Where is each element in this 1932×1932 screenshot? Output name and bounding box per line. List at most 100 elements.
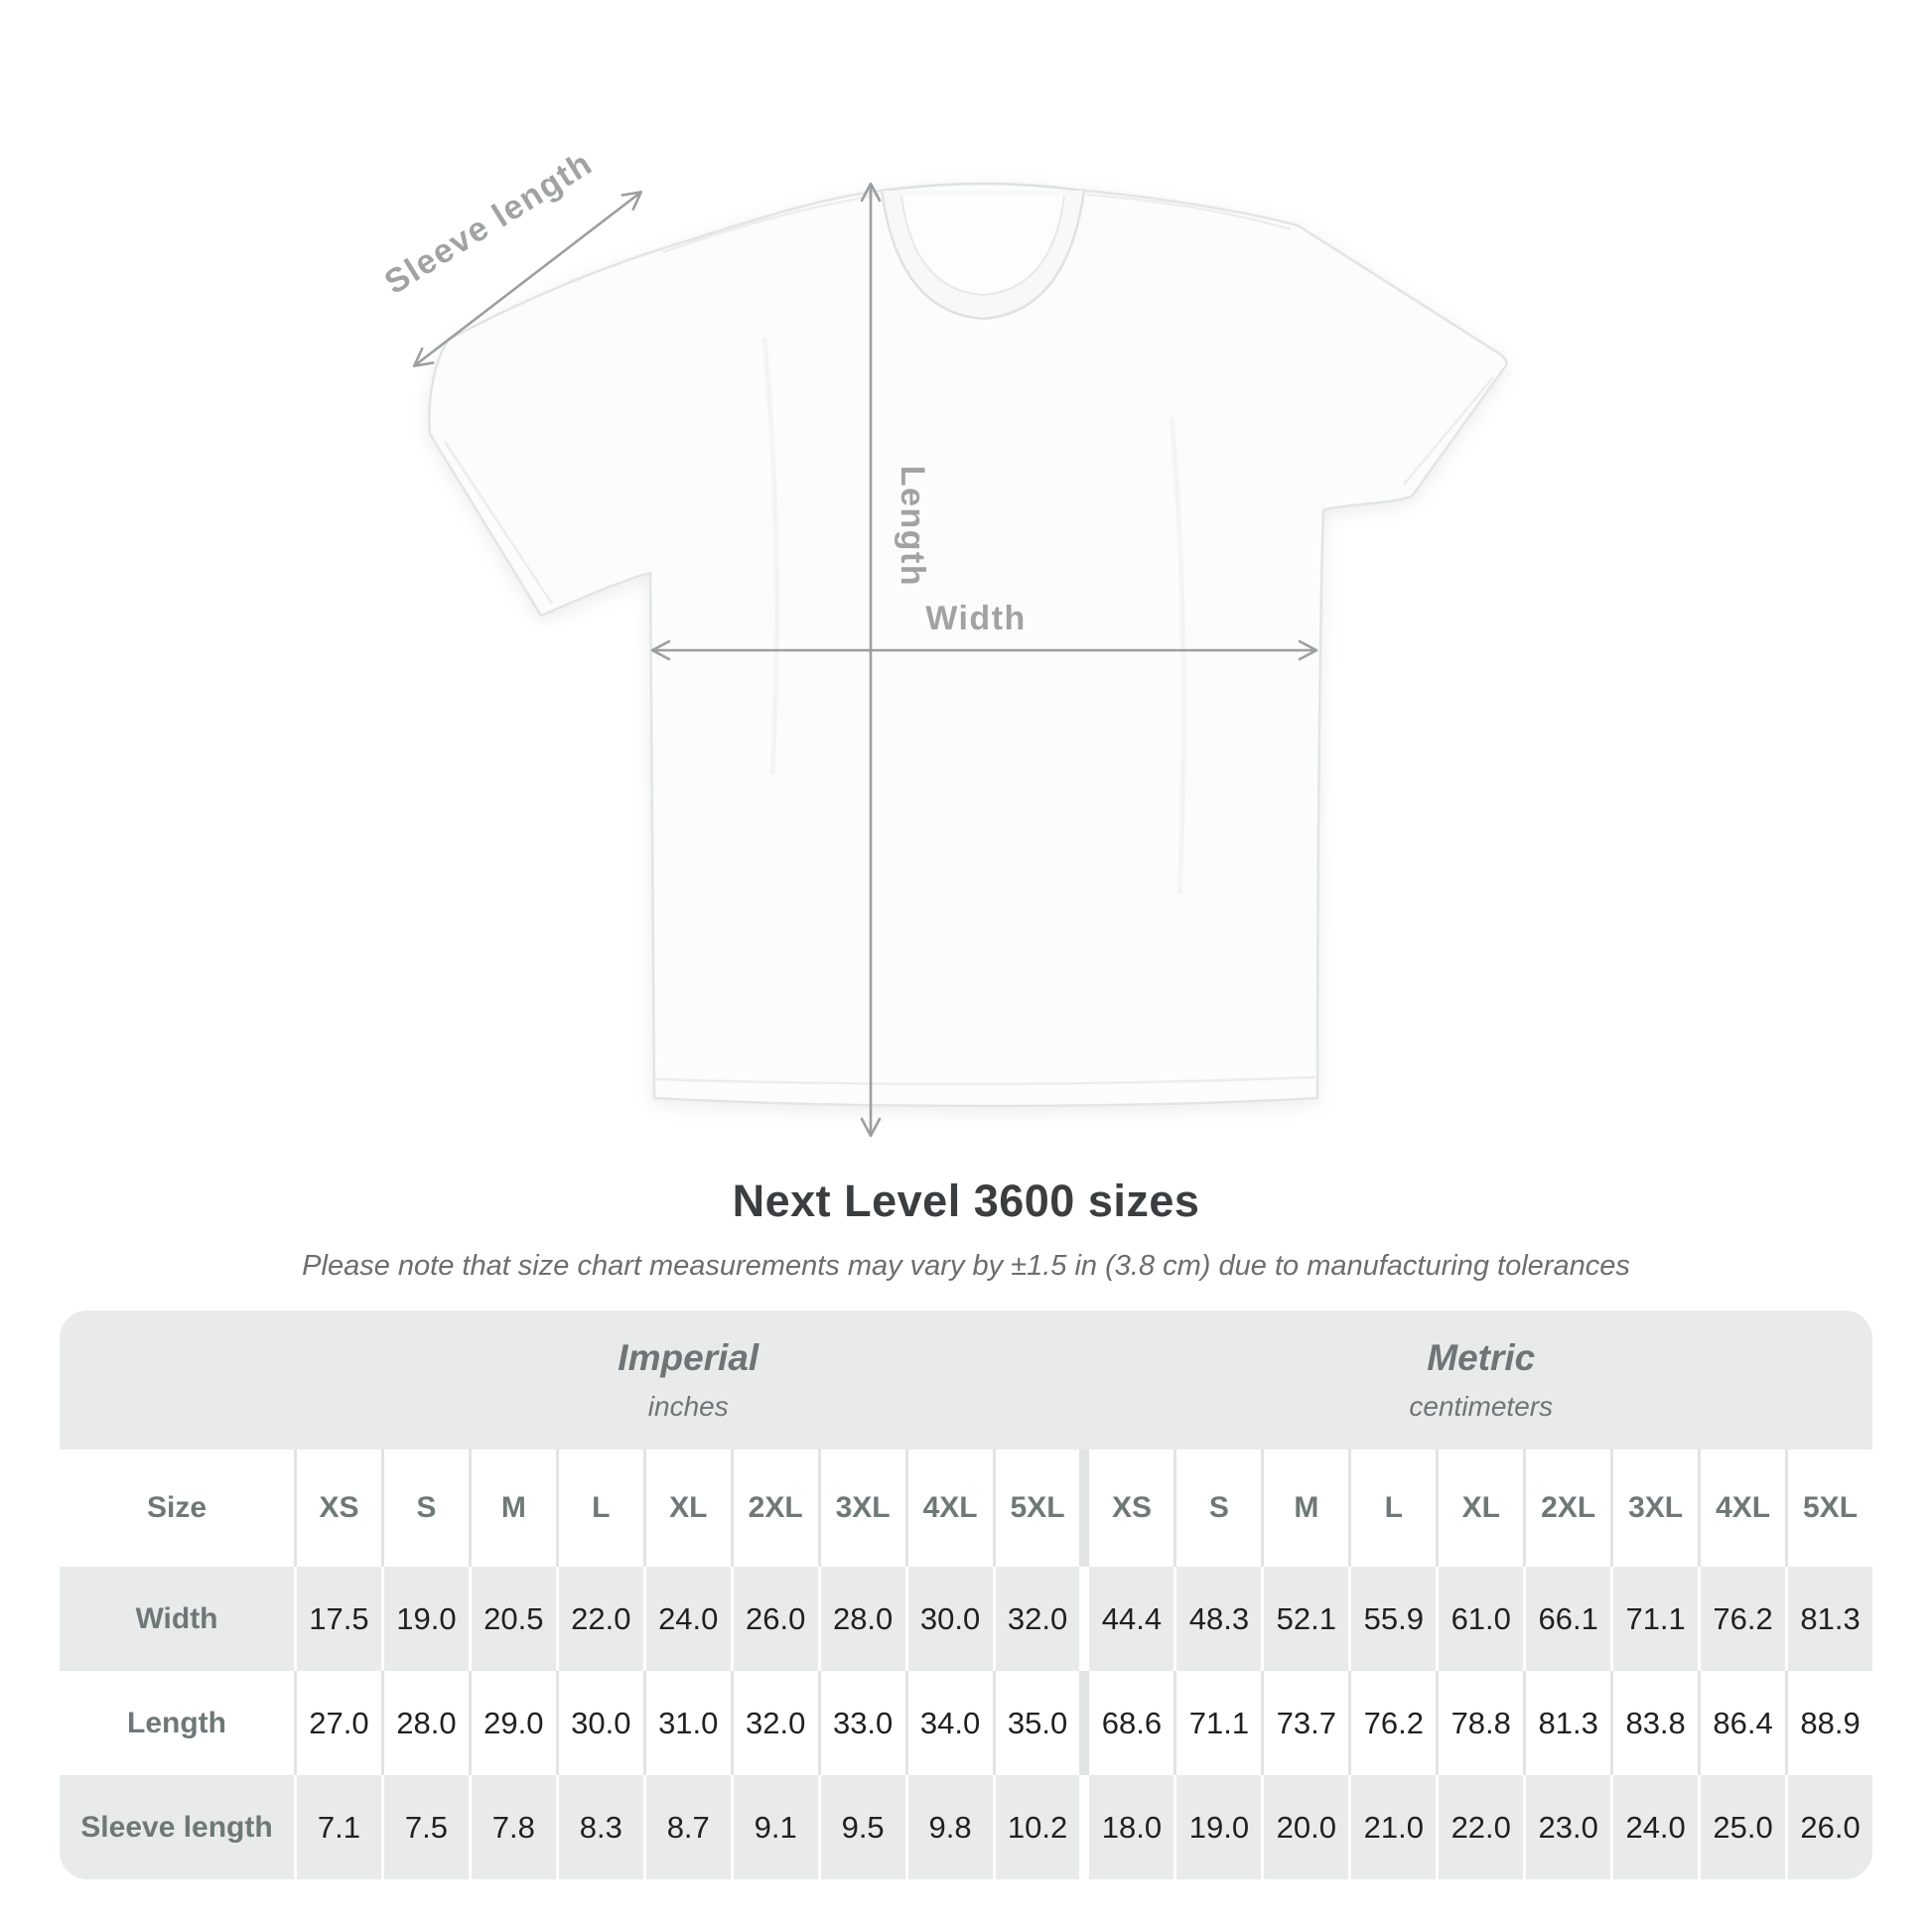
cell: 32.0	[995, 1567, 1080, 1671]
row-label: Length	[60, 1671, 294, 1775]
cell: 33.0	[820, 1671, 905, 1775]
cell: 25.0	[1701, 1775, 1786, 1879]
wrinkle-line	[761, 337, 779, 775]
cell: 35.0	[995, 1671, 1080, 1775]
collar-inner	[900, 195, 1065, 297]
length-label: Length	[894, 466, 931, 587]
cell: 68.6	[1089, 1671, 1174, 1775]
size-col-header: L	[1351, 1449, 1437, 1567]
cell: 19.0	[1176, 1775, 1262, 1879]
size-header-row: Size XS S M L XL 2XL 3XL 4XL 5XL XS S M …	[60, 1449, 1872, 1567]
cell: 18.0	[1089, 1775, 1174, 1879]
size-table: Imperial inches Metric centimeters Size …	[60, 1311, 1872, 1879]
size-corner-label: Size	[60, 1449, 294, 1567]
table-row-sleeve-length: Sleeve length 7.1 7.5 7.8 8.3 8.7 9.1 9.…	[60, 1775, 1872, 1879]
page-subtitle: Please note that size chart measurements…	[302, 1250, 1630, 1282]
cell: 81.3	[1788, 1567, 1872, 1671]
cell: 73.7	[1264, 1671, 1349, 1775]
measurement-arrows	[412, 182, 1318, 1138]
size-col-header: XL	[645, 1449, 731, 1567]
left-shoulder-seam	[662, 193, 881, 254]
cell: 22.0	[1439, 1775, 1524, 1879]
cell: 83.8	[1613, 1671, 1699, 1775]
cell: 30.0	[558, 1671, 643, 1775]
cell: 24.0	[645, 1567, 731, 1671]
size-col-header: 2XL	[1526, 1449, 1611, 1567]
cell: 55.9	[1351, 1567, 1437, 1671]
size-col-header: M	[1264, 1449, 1349, 1567]
right-shoulder-seam	[1085, 193, 1292, 231]
metric-header: Metric centimeters	[1090, 1311, 1873, 1449]
group-divider	[1082, 1567, 1086, 1671]
cell: 23.0	[1526, 1775, 1611, 1879]
cell: 26.0	[733, 1567, 818, 1671]
size-col-header: 2XL	[733, 1449, 818, 1567]
cell: 27.0	[297, 1671, 381, 1775]
size-col-header: 3XL	[1613, 1449, 1699, 1567]
group-divider	[1082, 1671, 1086, 1775]
cell: 20.0	[1264, 1775, 1349, 1879]
size-col-header: XL	[1439, 1449, 1524, 1567]
left-cuff-seam	[443, 441, 554, 605]
table-row-width: Width 17.5 19.0 20.5 22.0 24.0 26.0 28.0…	[60, 1567, 1872, 1671]
cell: 52.1	[1264, 1567, 1349, 1671]
cell: 26.0	[1788, 1775, 1872, 1879]
tshirt-measurement-diagram: Sleeve length Length Width	[378, 144, 1508, 1138]
cell: 29.0	[471, 1671, 556, 1775]
cell: 30.0	[907, 1567, 993, 1671]
table-row-length: Length 27.0 28.0 29.0 30.0 31.0 32.0 33.…	[60, 1671, 1872, 1775]
cell: 21.0	[1351, 1775, 1437, 1879]
cell: 66.1	[1526, 1567, 1611, 1671]
cell: 17.5	[297, 1567, 381, 1671]
cell: 61.0	[1439, 1567, 1524, 1671]
cell: 48.3	[1176, 1567, 1262, 1671]
cell: 7.8	[471, 1775, 556, 1879]
metric-unit: centimeters	[1409, 1391, 1554, 1422]
right-cuff-seam	[1403, 376, 1494, 485]
cell: 34.0	[907, 1671, 993, 1775]
cell: 86.4	[1701, 1671, 1786, 1775]
collar-back-line	[881, 182, 1085, 193]
metric-name: Metric	[1427, 1337, 1536, 1378]
cell: 9.5	[820, 1775, 905, 1879]
cell: 44.4	[1089, 1567, 1174, 1671]
cell: 28.0	[820, 1567, 905, 1671]
cell: 71.1	[1176, 1671, 1262, 1775]
size-col-header: 4XL	[907, 1449, 993, 1567]
cell: 7.1	[297, 1775, 381, 1879]
size-col-header: 3XL	[820, 1449, 905, 1567]
cell: 8.7	[645, 1775, 731, 1879]
unit-header-row: Imperial inches Metric centimeters	[60, 1311, 1872, 1449]
size-col-header: 5XL	[1788, 1449, 1872, 1567]
size-col-header: S	[1176, 1449, 1262, 1567]
imperial-header: Imperial inches	[297, 1311, 1080, 1449]
size-col-header: S	[383, 1449, 469, 1567]
hem-seam	[654, 1075, 1315, 1086]
tshirt-shape	[428, 182, 1508, 1108]
cell: 10.2	[995, 1775, 1080, 1879]
cell: 22.0	[558, 1567, 643, 1671]
page-title: Next Level 3600 sizes	[732, 1175, 1200, 1226]
size-col-header: M	[471, 1449, 556, 1567]
cell: 78.8	[1439, 1671, 1524, 1775]
cell: 24.0	[1613, 1775, 1699, 1879]
cell: 9.1	[733, 1775, 818, 1879]
cell: 71.1	[1613, 1567, 1699, 1671]
group-divider	[1082, 1775, 1086, 1879]
size-col-header: 4XL	[1701, 1449, 1786, 1567]
row-label: Width	[60, 1567, 294, 1671]
size-col-header: 5XL	[995, 1449, 1080, 1567]
cell: 31.0	[645, 1671, 731, 1775]
cell: 7.5	[383, 1775, 469, 1879]
cell: 28.0	[383, 1671, 469, 1775]
imperial-unit: inches	[647, 1391, 729, 1422]
cell: 32.0	[733, 1671, 818, 1775]
size-col-header: XS	[1089, 1449, 1174, 1567]
sleeve-length-label: Sleeve length	[378, 144, 600, 302]
size-col-header: L	[558, 1449, 643, 1567]
imperial-name: Imperial	[618, 1337, 759, 1378]
cell: 8.3	[558, 1775, 643, 1879]
cell: 88.9	[1788, 1671, 1872, 1775]
cell: 81.3	[1526, 1671, 1611, 1775]
sleeve-length-arrow	[412, 191, 643, 367]
